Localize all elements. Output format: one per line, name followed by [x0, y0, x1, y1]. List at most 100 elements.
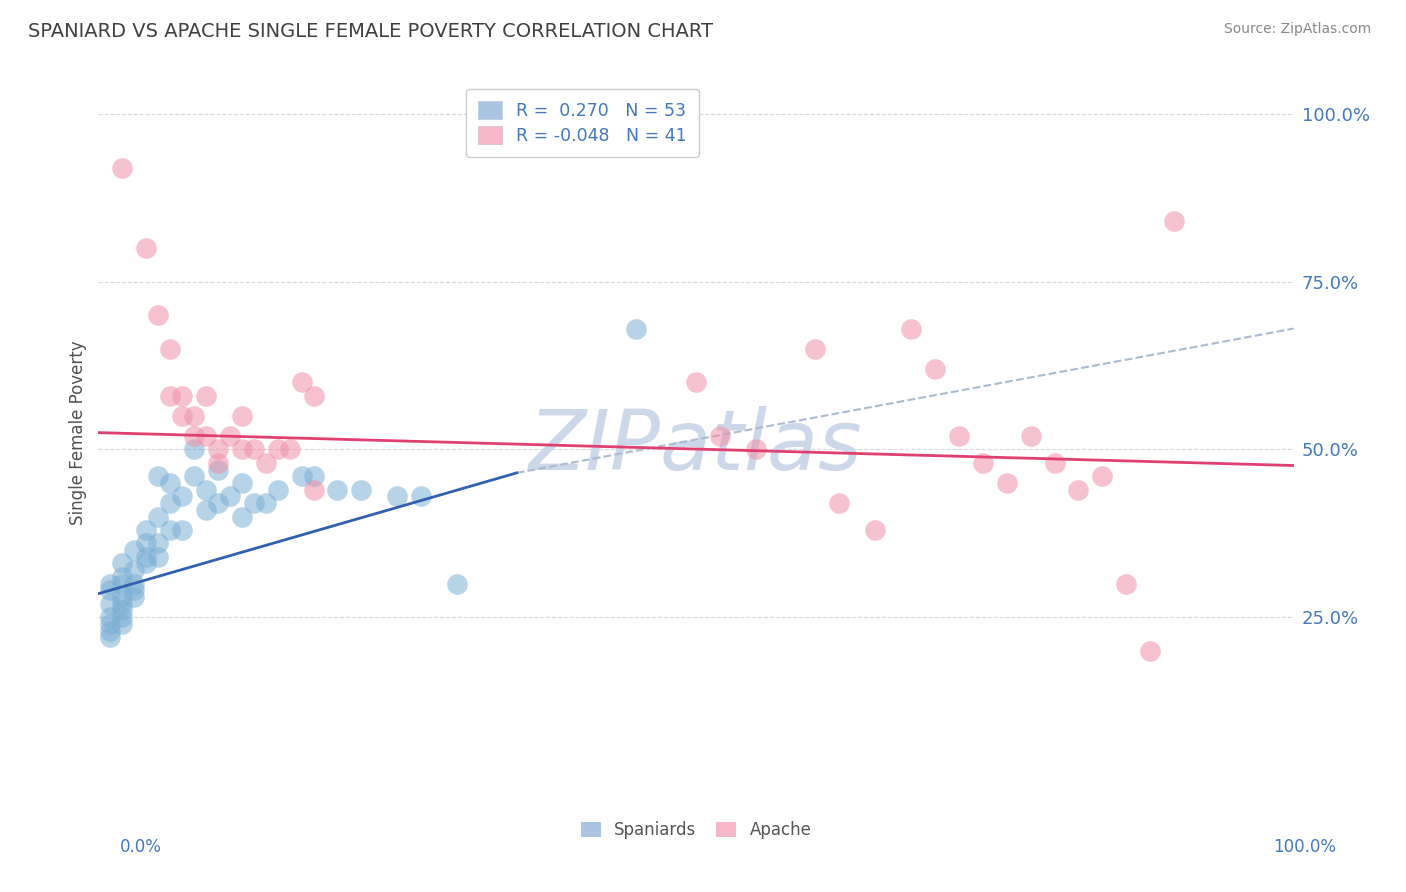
- Point: [98, 610, 122, 624]
- Point: [828, 496, 851, 510]
- Point: [900, 321, 922, 335]
- Point: [124, 590, 146, 604]
- Point: [207, 456, 229, 470]
- Point: [98, 576, 122, 591]
- Point: [291, 376, 314, 390]
- Point: [159, 342, 181, 356]
- Point: [172, 523, 194, 537]
- Point: [1115, 576, 1137, 591]
- Text: 0.0%: 0.0%: [120, 838, 162, 856]
- Point: [291, 469, 314, 483]
- Point: [183, 469, 205, 483]
- Point: [148, 469, 170, 483]
- Point: [195, 483, 218, 497]
- Point: [995, 475, 1018, 490]
- Point: [159, 475, 181, 490]
- Point: [411, 489, 433, 503]
- Point: [350, 483, 373, 497]
- Point: [111, 557, 134, 571]
- Point: [183, 429, 205, 443]
- Point: [302, 483, 325, 497]
- Point: [254, 496, 277, 510]
- Point: [148, 509, 170, 524]
- Y-axis label: Single Female Poverty: Single Female Poverty: [69, 341, 87, 524]
- Point: [148, 308, 170, 322]
- Point: [207, 442, 229, 457]
- Point: [172, 389, 194, 403]
- Point: [254, 456, 277, 470]
- Point: [135, 549, 157, 564]
- Point: [446, 576, 468, 591]
- Point: [111, 597, 134, 611]
- Point: [135, 536, 157, 550]
- Point: [1163, 214, 1185, 228]
- Point: [972, 456, 994, 470]
- Point: [195, 389, 218, 403]
- Point: [195, 429, 218, 443]
- Text: Source: ZipAtlas.com: Source: ZipAtlas.com: [1223, 22, 1371, 37]
- Point: [804, 342, 827, 356]
- Point: [231, 442, 253, 457]
- Point: [685, 376, 707, 390]
- Point: [159, 389, 181, 403]
- Point: [135, 557, 157, 571]
- Point: [865, 523, 887, 537]
- Point: [159, 523, 181, 537]
- Point: [98, 597, 122, 611]
- Point: [124, 543, 146, 558]
- Point: [267, 442, 290, 457]
- Point: [302, 389, 325, 403]
- Point: [111, 570, 134, 584]
- Point: [243, 442, 266, 457]
- Point: [207, 462, 229, 476]
- Text: SPANIARD VS APACHE SINGLE FEMALE POVERTY CORRELATION CHART: SPANIARD VS APACHE SINGLE FEMALE POVERTY…: [28, 22, 713, 41]
- Text: ZIPatlas: ZIPatlas: [529, 406, 863, 487]
- Point: [148, 549, 170, 564]
- Point: [219, 429, 242, 443]
- Point: [267, 483, 290, 497]
- Point: [626, 321, 648, 335]
- Point: [385, 489, 409, 503]
- Point: [124, 583, 146, 598]
- Point: [98, 583, 122, 598]
- Point: [111, 590, 134, 604]
- Point: [159, 496, 181, 510]
- Point: [172, 489, 194, 503]
- Point: [302, 469, 325, 483]
- Point: [111, 576, 134, 591]
- Point: [111, 610, 134, 624]
- Point: [1043, 456, 1066, 470]
- Point: [1019, 429, 1042, 443]
- Point: [111, 603, 134, 617]
- Point: [172, 409, 194, 423]
- Point: [745, 442, 768, 457]
- Point: [1139, 644, 1161, 658]
- Legend: Spaniards, Apache: Spaniards, Apache: [572, 813, 820, 847]
- Point: [1091, 469, 1114, 483]
- Point: [709, 429, 731, 443]
- Point: [135, 523, 157, 537]
- Point: [183, 409, 205, 423]
- Point: [219, 489, 242, 503]
- Point: [148, 536, 170, 550]
- Point: [98, 630, 122, 644]
- Point: [278, 442, 301, 457]
- Point: [124, 576, 146, 591]
- Point: [135, 241, 157, 255]
- Point: [98, 624, 122, 638]
- Point: [1067, 483, 1090, 497]
- Text: 100.0%: 100.0%: [1272, 838, 1336, 856]
- Point: [231, 509, 253, 524]
- Point: [98, 616, 122, 631]
- Point: [195, 503, 218, 517]
- Point: [924, 362, 946, 376]
- Point: [111, 616, 134, 631]
- Point: [948, 429, 970, 443]
- Point: [231, 409, 253, 423]
- Point: [111, 161, 134, 175]
- Point: [326, 483, 349, 497]
- Point: [207, 496, 229, 510]
- Point: [231, 475, 253, 490]
- Point: [183, 442, 205, 457]
- Point: [124, 563, 146, 577]
